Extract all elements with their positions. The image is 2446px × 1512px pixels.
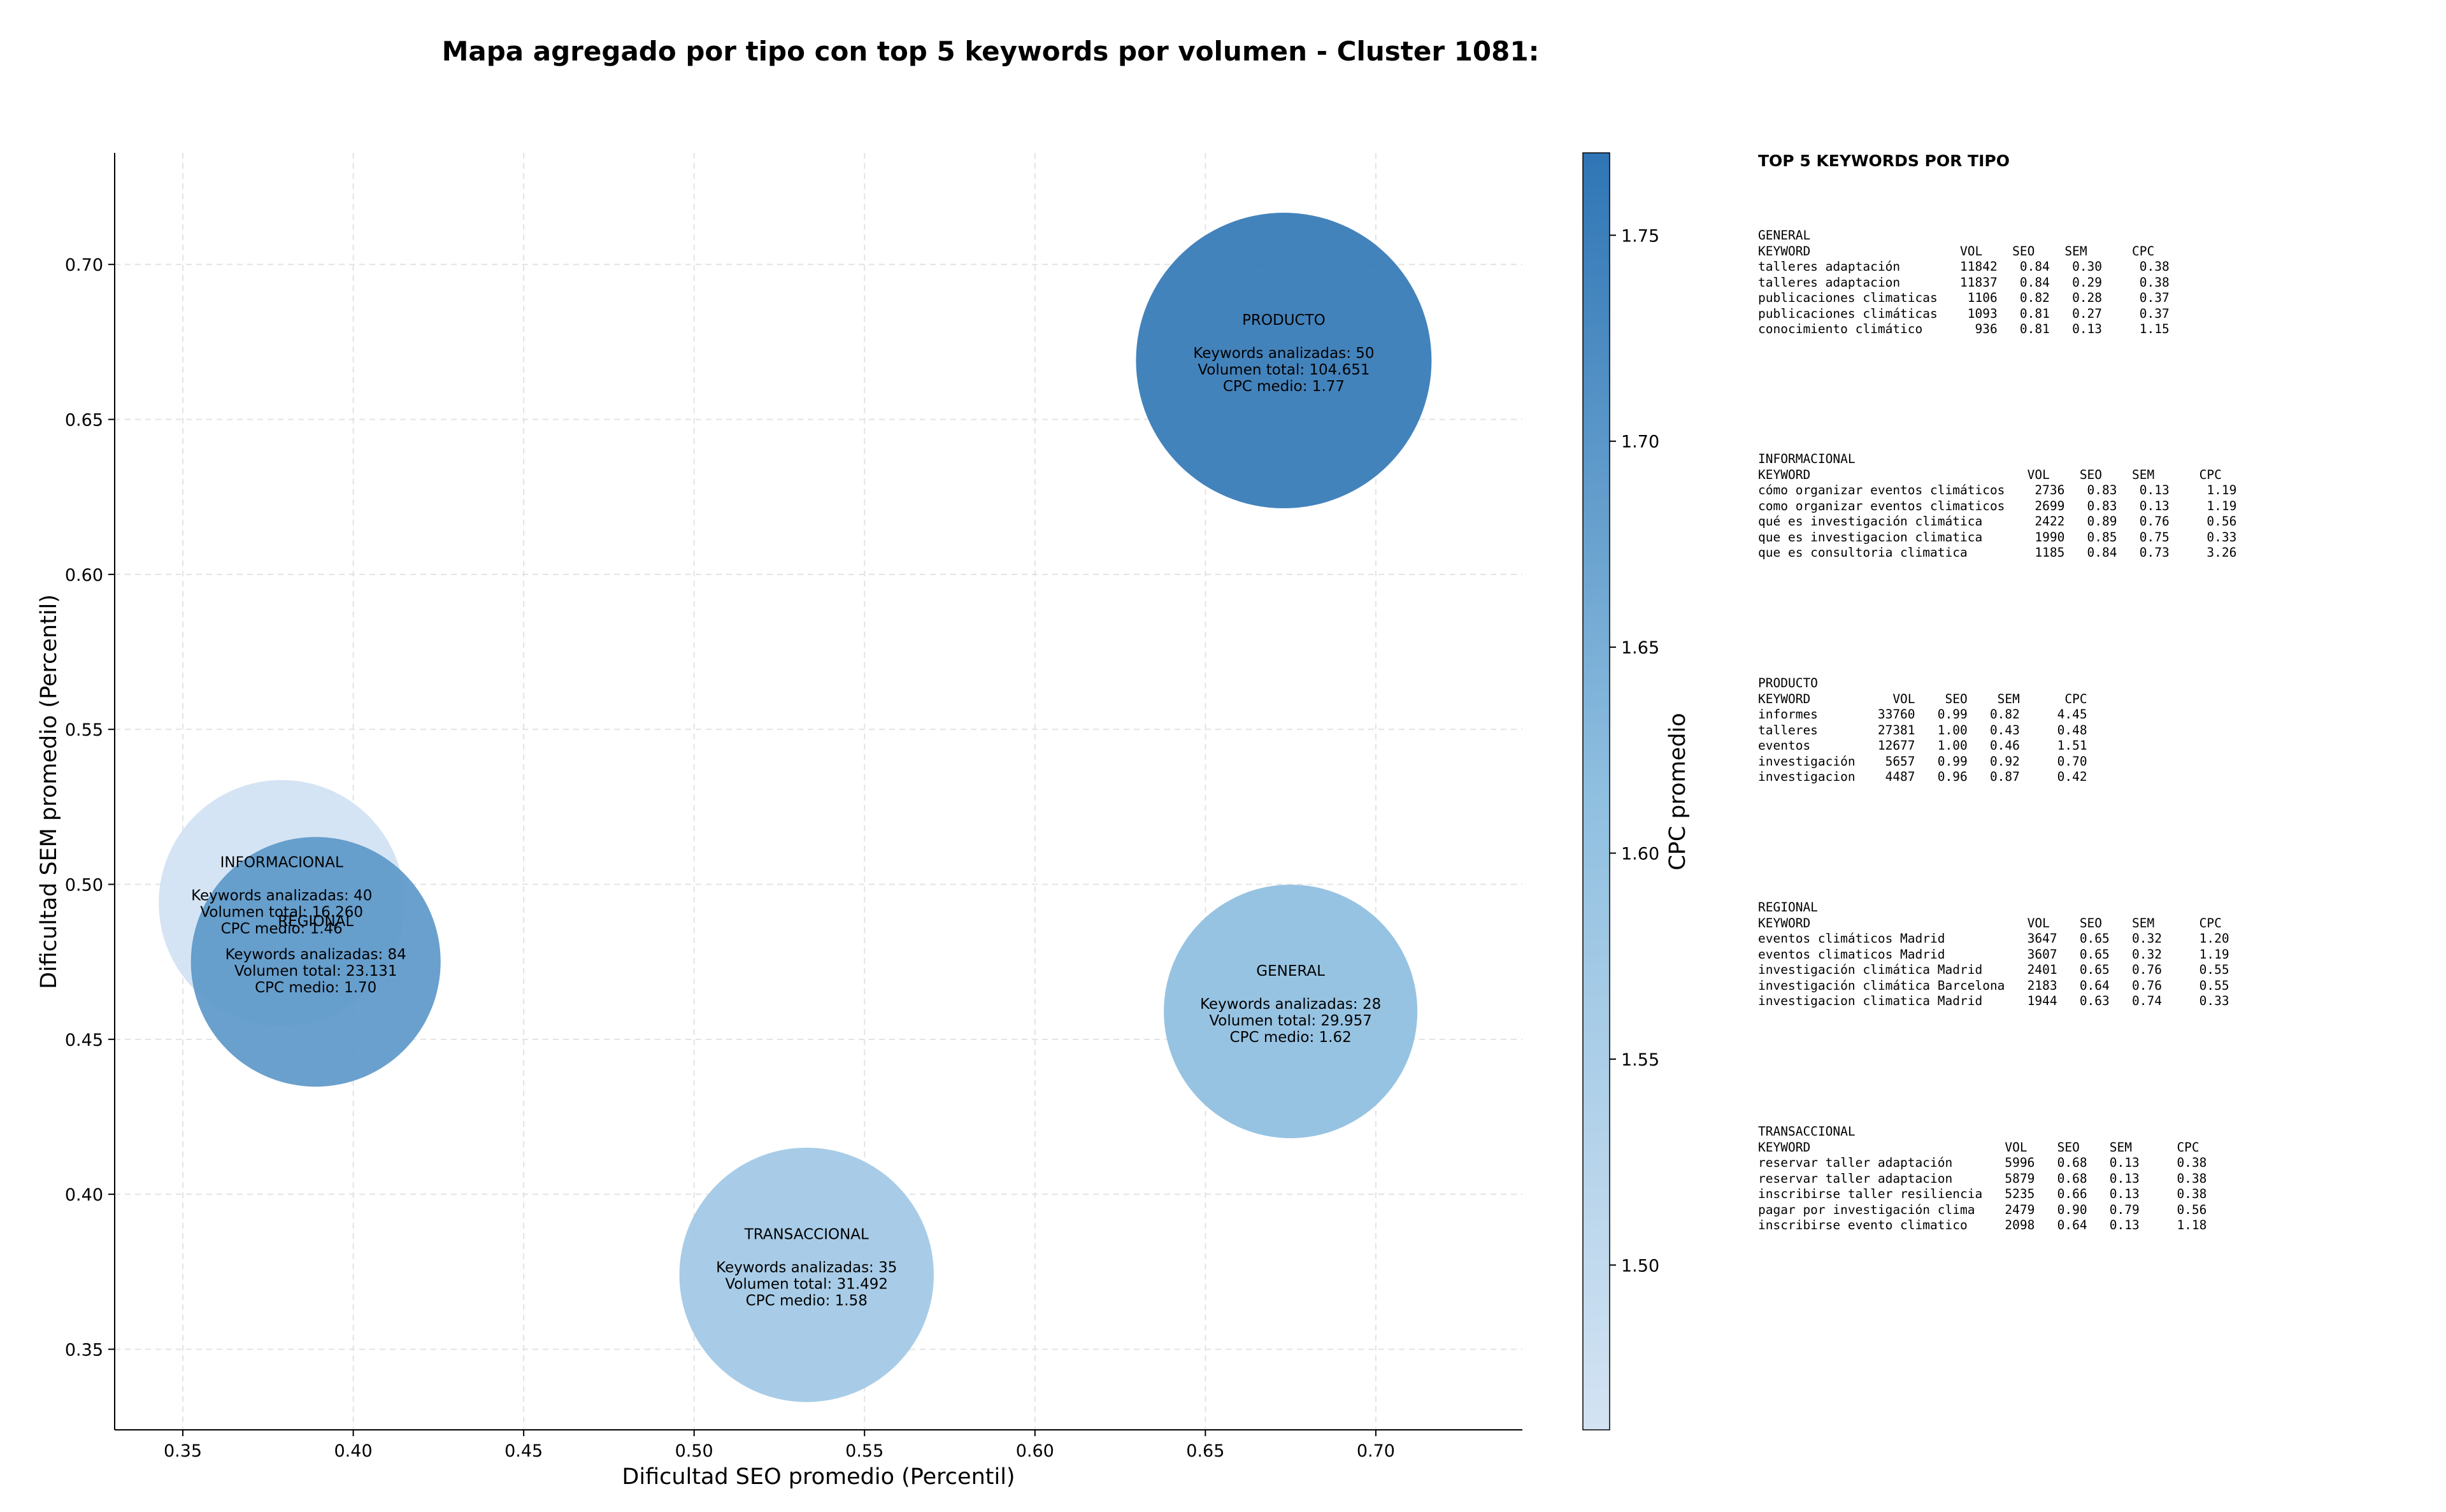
colorbar xyxy=(1582,152,1610,1430)
y-tick-label: 0.50 xyxy=(65,875,103,895)
block-regional-text: REGIONAL KEYWORD VOL SEO SEM CPC eventos… xyxy=(1758,900,2229,1008)
block-general-text: GENERAL KEYWORD VOL SEO SEM CPC talleres… xyxy=(1758,228,2170,336)
x-tick-label: 0.65 xyxy=(1186,1441,1224,1461)
x-axis-label: Dificultad SEO promedio (Percentil) xyxy=(622,1464,1015,1490)
x-tick-label: 0.45 xyxy=(504,1441,543,1461)
y-tick-label: 0.55 xyxy=(65,720,103,740)
bubble-transaccional xyxy=(679,1147,934,1402)
colorbar-tick-label: 1.65 xyxy=(1621,638,1659,658)
bubble-label-transaccional: CPC medio: 1.58 xyxy=(746,1293,868,1309)
colorbar-tick-label: 1.70 xyxy=(1621,432,1659,452)
y-tick-label: 0.35 xyxy=(65,1340,103,1360)
bubbles xyxy=(159,213,1432,1402)
y-tick-label: 0.45 xyxy=(65,1031,103,1050)
bubble-producto xyxy=(1136,213,1432,509)
bubble-label-regional: Volumen total: 23.131 xyxy=(234,963,397,980)
x-tick-label: 0.60 xyxy=(1016,1441,1054,1461)
chart-title: Mapa agregado por tipo con top 5 keyword… xyxy=(442,36,1540,67)
y-ticks: 0.35 0.40 0.45 0.50 0.55 0.60 0.65 0.70 xyxy=(65,255,115,1360)
panel-title: TOP 5 KEYWORDS POR TIPO xyxy=(1758,152,2010,170)
bubble-label-regional: REGIONAL xyxy=(278,913,354,930)
x-tick-label: 0.55 xyxy=(845,1441,883,1461)
keywords-panel: TOP 5 KEYWORDS POR TIPO GENERAL KEYWORD … xyxy=(1758,152,2421,1232)
colorbar-tick-label: 1.60 xyxy=(1621,845,1659,864)
block-regional: REGIONAL KEYWORD VOL SEO SEM CPC eventos… xyxy=(1758,900,2229,1009)
bubble-label-regional: Keywords analizadas: 84 xyxy=(225,946,406,963)
block-transaccional-text: TRANSACCIONAL KEYWORD VOL SEO SEM CPC re… xyxy=(1758,1124,2207,1232)
block-general: GENERAL KEYWORD VOL SEO SEM CPC talleres… xyxy=(1758,228,2170,338)
bubble-label-producto: Keywords analizadas: 50 xyxy=(1193,345,1374,362)
x-tick-label: 0.50 xyxy=(675,1441,713,1461)
bubble-label-informacional: INFORMACIONAL xyxy=(220,855,343,871)
bubble-label-producto: PRODUCTO xyxy=(1242,312,1326,329)
bubble-label-transaccional: Keywords analizadas: 35 xyxy=(716,1260,897,1276)
y-axis-label: Dificultad SEM promedio (Percentil) xyxy=(36,594,62,989)
bubble-label-general: Volumen total: 29.957 xyxy=(1209,1013,1372,1029)
bubble-label-informacional: Volumen total: 16.260 xyxy=(200,904,363,921)
bubble-label-transaccional: Volumen total: 31.492 xyxy=(725,1276,888,1293)
y-tick-label: 0.65 xyxy=(65,411,103,431)
bubble-label-general: CPC medio: 1.62 xyxy=(1230,1029,1352,1046)
x-tick-label: 0.70 xyxy=(1357,1441,1395,1461)
bubble-label-general: Keywords analizadas: 28 xyxy=(1200,996,1381,1013)
bubble-label-producto: Volumen total: 104.651 xyxy=(1198,362,1370,378)
x-ticks: 0.35 0.40 0.45 0.50 0.55 0.60 0.65 0.70 xyxy=(164,1430,1395,1461)
colorbar-ticks: 1.50 1.55 1.60 1.65 1.70 1.75 xyxy=(1610,226,1659,1276)
block-transaccional: TRANSACCIONAL KEYWORD VOL SEO SEM CPC re… xyxy=(1758,1124,2206,1234)
block-producto-text: PRODUCTO KEYWORD VOL SEO SEM CPC informe… xyxy=(1758,676,2087,784)
block-informacional: INFORMACIONAL KEYWORD VOL SEO SEM CPC có… xyxy=(1758,452,2236,561)
bubble-label-transaccional: TRANSACCIONAL xyxy=(744,1227,869,1243)
colorbar-tick-label: 1.75 xyxy=(1621,226,1659,246)
colorbar-tick-label: 1.50 xyxy=(1621,1256,1659,1276)
bubble-label-general: GENERAL xyxy=(1256,963,1325,980)
y-tick-label: 0.60 xyxy=(65,566,103,585)
block-producto: PRODUCTO KEYWORD VOL SEO SEM CPC informe… xyxy=(1758,676,2087,785)
bubble-label-regional: CPC medio: 1.70 xyxy=(255,980,376,996)
colorbar-tick-label: 1.55 xyxy=(1621,1050,1659,1070)
y-tick-label: 0.40 xyxy=(65,1185,103,1205)
x-tick-label: 0.35 xyxy=(164,1441,202,1461)
y-tick-label: 0.70 xyxy=(65,255,103,275)
bubble-label-producto: CPC medio: 1.77 xyxy=(1223,378,1345,395)
bubble-label-informacional: CPC medio: 1.46 xyxy=(221,921,343,938)
colorbar-label: CPC promedio xyxy=(1665,713,1691,870)
bubble-general xyxy=(1164,884,1418,1139)
x-tick-label: 0.40 xyxy=(334,1441,373,1461)
bubble-regional xyxy=(190,837,441,1087)
block-informacional-text: INFORMACIONAL KEYWORD VOL SEO SEM CPC có… xyxy=(1758,452,2237,560)
bubble-label-informacional: Keywords analizadas: 40 xyxy=(191,888,372,904)
